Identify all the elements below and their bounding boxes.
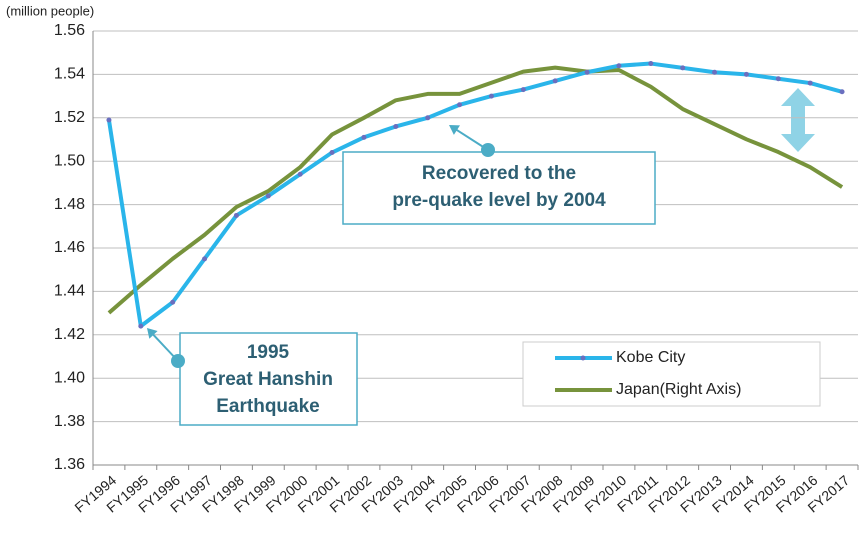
point [584,69,590,75]
y-tick-label: 1.50 [54,152,85,169]
point [648,61,654,67]
annotation-box [179,332,358,426]
point [361,134,367,140]
annotation-box [342,151,656,225]
annotation-text: Great Hanshin [203,369,333,390]
annotation: Recovered to the pre-quake level by 2004 [342,125,656,225]
double-arrow [781,88,815,152]
point [839,89,845,95]
y-tick-label: 1.40 [54,369,85,386]
series-line [107,65,844,315]
legend-label: Japan(Right Axis) [616,381,741,398]
point [138,323,144,329]
point [680,65,686,71]
y-axis-label: (million people) [6,3,94,18]
annotation-text: 1995 [247,342,290,363]
arrow-head [147,328,158,339]
y-tick-label: 1.56 [54,22,85,39]
annotation-text: pre-quake level by 2004 [392,190,606,211]
point [488,93,494,99]
point [329,150,335,156]
point [616,63,622,69]
point [712,69,718,75]
y-tick-label: 1.44 [54,283,85,300]
point [743,71,749,77]
y-tick-label: 1.48 [54,196,85,213]
legend-marker [580,355,586,361]
legend: Kobe City Japan(Right Axis) [522,341,821,407]
point [233,212,239,218]
point [425,115,431,121]
legend-label: Kobe City [616,349,685,366]
annotation: 1995 Great Hanshin Earthquake [147,328,358,426]
point [457,102,463,108]
y-tick-label: 1.46 [54,239,85,256]
y-tick-label: 1.38 [54,413,85,430]
y-tick-label: 1.36 [54,456,85,473]
legend-box [522,341,821,407]
y-tick-label: 1.54 [54,66,85,83]
point [106,117,112,123]
y-tick-label: 1.52 [54,109,85,126]
point [265,193,271,199]
point [775,76,781,82]
annotation-text: Earthquake [216,396,319,417]
y-tick-label: 1.42 [54,326,85,343]
point [202,256,208,262]
point [297,171,303,177]
arrow-head [449,125,460,135]
point [807,80,813,86]
annotation-text: Recovered to the [422,163,576,184]
annotation-dot [481,143,495,157]
point [520,87,526,93]
annotation-dot [171,354,185,368]
point [170,299,176,305]
point [393,123,399,129]
point [552,78,558,84]
series-line [106,61,843,329]
